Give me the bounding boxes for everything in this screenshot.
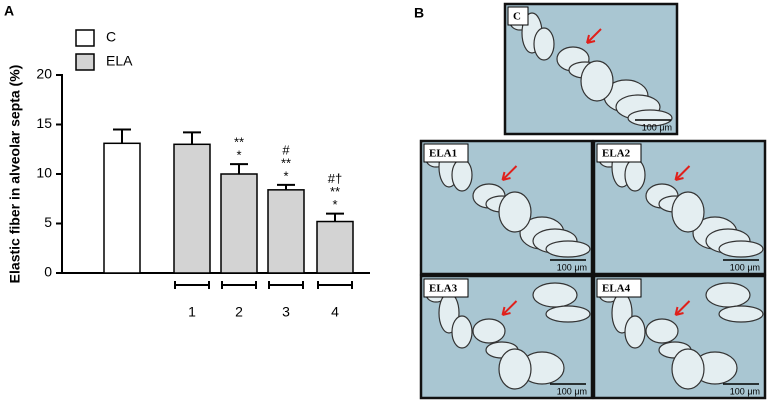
x-tick-label: 3 xyxy=(282,304,290,320)
scale-label: 100 μm xyxy=(557,386,587,396)
label-box xyxy=(507,6,529,26)
image-label: ELA4 xyxy=(602,283,631,295)
legend-swatch xyxy=(75,53,95,71)
y-tick-label: 20 xyxy=(36,66,52,82)
significance-label: ** xyxy=(234,135,244,150)
significance-label: ** xyxy=(281,155,291,170)
alveolus xyxy=(705,282,751,308)
alveolus xyxy=(498,191,532,233)
y-tick-label: 15 xyxy=(36,115,52,131)
significance-label: * xyxy=(332,197,337,212)
image-panel: C 100 μm ELA1 100 μm ELA2 100 μm ELA3 100 μm ELA… xyxy=(419,2,767,400)
alveolus xyxy=(718,305,764,323)
y-tick-label: 10 xyxy=(36,165,52,181)
arrow xyxy=(501,165,518,181)
bar xyxy=(316,220,354,274)
alveolus xyxy=(498,348,532,390)
x-tick-label: 2 xyxy=(235,304,243,320)
x-tick-label: 4 xyxy=(331,304,339,320)
alveolus xyxy=(580,60,614,102)
significance-label: * xyxy=(283,168,288,183)
image-label: ELA3 xyxy=(429,283,458,295)
image-label: ELA2 xyxy=(602,148,631,160)
scale-label: 100 μm xyxy=(642,122,672,132)
bar xyxy=(220,173,258,274)
alveolus xyxy=(624,315,646,349)
bracket xyxy=(174,281,210,289)
alveolus xyxy=(545,305,591,323)
significance-label: # xyxy=(282,142,290,157)
alveolus xyxy=(645,318,679,344)
bar xyxy=(173,143,211,274)
label-box xyxy=(423,278,469,298)
image-label: ELA1 xyxy=(429,148,457,160)
bracket xyxy=(317,281,353,289)
alveolus xyxy=(627,109,673,127)
label-box xyxy=(596,278,642,298)
alveolus xyxy=(718,240,764,258)
y-tick-label: 5 xyxy=(44,214,52,230)
alveolus xyxy=(533,27,555,61)
alveolus xyxy=(451,315,473,349)
bracket xyxy=(268,281,304,289)
panel-label: B xyxy=(414,5,424,21)
panel-label: A xyxy=(4,3,14,19)
bracket xyxy=(221,281,257,289)
arrow xyxy=(674,165,691,181)
legend-label: C xyxy=(106,29,116,45)
image-label: C xyxy=(513,11,521,23)
significance-label: * xyxy=(236,148,241,163)
significance-label: ** xyxy=(330,184,340,199)
scale-label: 100 μm xyxy=(730,262,760,272)
alveolus xyxy=(671,348,705,390)
label-box xyxy=(596,143,642,163)
legend-swatch xyxy=(75,29,95,47)
alveolus xyxy=(532,282,578,308)
arrow xyxy=(586,28,602,44)
alveolus xyxy=(624,158,646,192)
alveolus xyxy=(545,240,591,258)
y-tick-label: 0 xyxy=(44,264,52,280)
scale-label: 100 μm xyxy=(557,262,587,272)
bar xyxy=(103,142,141,274)
bar xyxy=(267,189,305,274)
label-box xyxy=(423,143,469,163)
alveolus xyxy=(671,191,705,233)
arrow xyxy=(674,300,691,316)
x-tick-label: 1 xyxy=(188,304,196,320)
alveolus xyxy=(472,318,506,344)
legend-label: ELA xyxy=(106,53,133,69)
y-axis-label: Elastic fiber in alveolar septa (%) xyxy=(7,65,23,284)
scale-label: 100 μm xyxy=(730,386,760,396)
alveolus xyxy=(451,158,473,192)
arrow xyxy=(501,300,518,316)
significance-label: #† xyxy=(328,171,342,186)
